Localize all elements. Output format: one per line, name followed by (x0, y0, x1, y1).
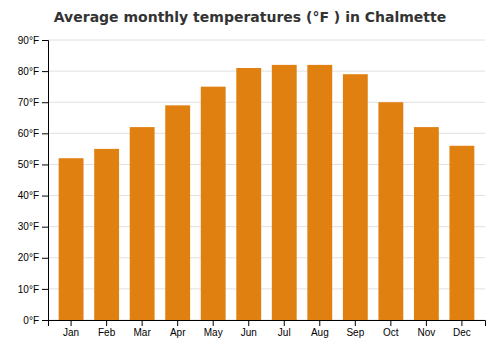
y-tick: 70°F (18, 97, 48, 108)
x-tick: Mar (134, 320, 152, 338)
x-tick-label: Feb (98, 327, 116, 338)
chart-container: 0°F 10°F 20°F 30°F 40°F 50°F 60°F 70°F 80°F 90°F J… (0, 0, 500, 350)
bar (94, 149, 119, 320)
x-tick-label: Dec (453, 327, 471, 338)
x-tick-label: Aug (311, 327, 329, 338)
x-tick-mark (319, 320, 320, 326)
x-tick: Jun (241, 320, 257, 338)
y-tick-label: 90°F (18, 35, 39, 46)
x-tick-mark (106, 320, 107, 326)
title: Average monthly temperatures (°F ) in Ch… (54, 9, 446, 25)
x-tick-mark (248, 320, 249, 326)
bar (272, 65, 297, 320)
x-tick-label: Jun (241, 327, 257, 338)
y-tick-label: 20°F (18, 252, 39, 263)
grid-line (48, 102, 485, 103)
x-tick-mark (213, 320, 214, 326)
y-tick-mark (42, 258, 48, 259)
x-tick: Apr (170, 320, 186, 338)
grid-line (48, 71, 485, 72)
x-tick-label: Jan (63, 327, 79, 338)
bar (165, 105, 190, 320)
x-tick: Oct (383, 320, 399, 338)
bar (449, 146, 474, 320)
y-tick-mark (42, 133, 48, 134)
y-tick: 20°F (18, 252, 48, 263)
plot-area (59, 65, 475, 320)
x-tick: Aug (311, 320, 329, 338)
x-tick-label: May (204, 327, 223, 338)
x-tick-mark (390, 320, 391, 326)
y-tick-mark (42, 40, 48, 41)
bar (236, 68, 261, 320)
x-tick-mark (142, 320, 143, 326)
y-tick-mark (42, 227, 48, 228)
bar (378, 102, 403, 320)
y-tick-label: 70°F (18, 97, 39, 108)
y-tick: 30°F (18, 221, 48, 232)
y-axis-line (42, 41, 49, 321)
y-tick: 50°F (18, 159, 48, 170)
x-tick-mark (426, 320, 427, 326)
x-tick-label: Jul (278, 327, 291, 338)
x-tick: Sep (346, 320, 364, 338)
x-axis-line (49, 321, 486, 327)
x-tick: Feb (98, 320, 116, 338)
y-tick-label: 40°F (18, 190, 39, 201)
x-tick: Jan (63, 320, 79, 338)
y-tick: 10°F (18, 284, 48, 295)
x-tick-label: Apr (170, 327, 186, 338)
bar (414, 127, 439, 320)
grid-line (48, 40, 485, 41)
bar (59, 158, 84, 320)
y-axis: 0°F 10°F 20°F 30°F 40°F 50°F 60°F 70°F 80°F 90°F (18, 35, 49, 326)
chart: 0°F 10°F 20°F 30°F 40°F 50°F 60°F 70°F 80°F 90°F J… (0, 0, 500, 350)
y-tick: 90°F (18, 35, 48, 46)
x-tick-label: Oct (383, 327, 399, 338)
y-tick-label: 30°F (18, 221, 39, 232)
y-tick: 80°F (18, 66, 48, 77)
bar (201, 87, 226, 320)
y-tick-label: 60°F (18, 128, 39, 139)
y-tick-mark (42, 102, 48, 103)
x-axis: Jan Feb Mar Apr May Jun Jul Aug Sep Oct Nov Dec (49, 320, 486, 338)
x-tick: Nov (417, 320, 435, 338)
x-tick: May (204, 320, 223, 338)
x-tick: Jul (278, 320, 291, 338)
x-tick-label: Sep (346, 327, 364, 338)
x-tick-mark (284, 320, 285, 326)
y-tick: 60°F (18, 128, 48, 139)
y-tick-mark (42, 320, 48, 321)
bar (343, 74, 368, 320)
y-tick-label: 0°F (23, 315, 39, 326)
grid (48, 40, 485, 320)
x-tick-mark (177, 320, 178, 326)
y-tick-label: 50°F (18, 159, 39, 170)
x-tick-mark (71, 320, 72, 326)
x-tick-label: Mar (134, 327, 152, 338)
bar (307, 65, 332, 320)
y-tick-mark (42, 289, 48, 290)
x-tick-label: Nov (417, 327, 435, 338)
y-tick: 0°F (23, 315, 48, 326)
x-tick: Dec (453, 320, 471, 338)
bar (130, 127, 155, 320)
y-tick: 40°F (18, 190, 48, 201)
x-tick-mark (461, 320, 462, 326)
y-tick-label: 10°F (18, 284, 39, 295)
y-tick-label: 80°F (18, 66, 39, 77)
y-tick-mark (42, 164, 48, 165)
x-tick-mark (355, 320, 356, 326)
y-tick-mark (42, 196, 48, 197)
y-tick-mark (42, 71, 48, 72)
